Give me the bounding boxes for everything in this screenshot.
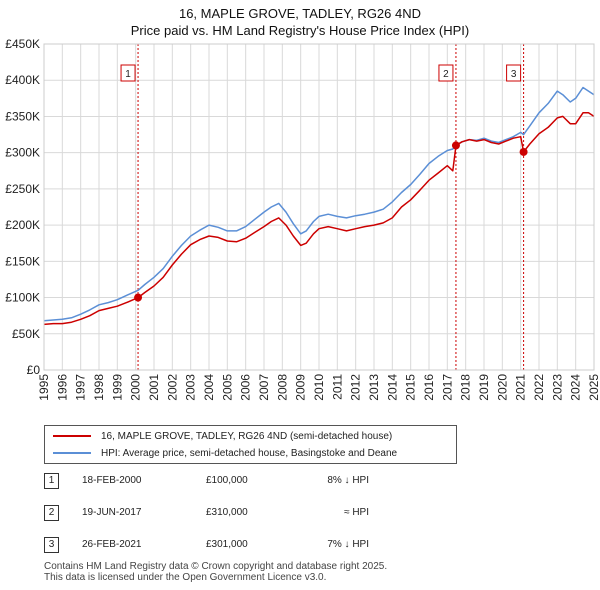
sale-marker: 1 — [44, 473, 59, 489]
legend: 16, MAPLE GROVE, TADLEY, RG26 4ND (semi-… — [44, 425, 457, 464]
x-tick-label: 2023 — [550, 374, 564, 401]
x-tick-label: 2011 — [330, 374, 344, 400]
x-tick-label: 2015 — [404, 374, 418, 401]
footer-licence: This data is licensed under the Open Gov… — [44, 572, 327, 583]
x-tick-label: 2017 — [440, 374, 454, 401]
x-tick-label: 2019 — [477, 374, 491, 401]
series-lines — [43, 86, 595, 326]
sale-marker: 3 — [44, 537, 59, 553]
sale-price: £100,000 — [206, 475, 248, 486]
sale-annotation-label: 3 — [511, 69, 517, 80]
x-tick-label: 2016 — [422, 374, 436, 401]
sale-annotation-box — [120, 64, 136, 82]
x-tick-label: 2018 — [459, 374, 473, 401]
x-tick-label: 1999 — [110, 374, 124, 401]
sale-point — [519, 147, 528, 156]
sale-point — [451, 141, 460, 150]
y-tick-label: £200K — [5, 218, 40, 232]
sale-annotation-label: 2 — [443, 69, 449, 80]
legend-label-property: 16, MAPLE GROVE, TADLEY, RG26 4ND (semi-… — [101, 430, 393, 442]
legend-item-hpi: HPI: Average price, semi-detached house,… — [53, 446, 397, 460]
x-tick-label: 2004 — [202, 374, 216, 401]
footer: Contains HM Land Registry data © Crown c… — [44, 561, 387, 583]
x-tick-label: 2002 — [165, 374, 179, 401]
chart-title-line1: 16, MAPLE GROVE, TADLEY, RG26 4ND — [178, 6, 422, 21]
sale-marker: 2 — [44, 505, 59, 521]
sale-annotation-label: 1 — [125, 69, 131, 80]
sale-row: 1 18-FEB-2000 £100,000 8% ↓ HPI — [44, 473, 464, 489]
x-tick-label: 2007 — [257, 374, 271, 401]
y-tick-label: £450K — [5, 37, 40, 51]
legend-label-hpi: HPI: Average price, semi-detached house,… — [101, 447, 398, 459]
chart-title-line2: Price paid vs. HM Land Registry's House … — [130, 23, 470, 38]
sale-price: £301,000 — [206, 539, 248, 550]
sale-date: 26-FEB-2021 — [82, 539, 142, 550]
y-tick-label: £250K — [5, 182, 40, 196]
x-tick-label: 2014 — [385, 374, 399, 401]
legend-swatch-hpi — [53, 452, 91, 454]
x-tick-label: 2012 — [349, 374, 363, 401]
grid — [43, 43, 595, 371]
x-tick-label: 1997 — [74, 374, 88, 401]
x-tick-label: 2020 — [495, 374, 509, 401]
property-series-line — [43, 112, 595, 326]
x-tick-label: 2005 — [220, 374, 234, 401]
y-tick-label: £0 — [27, 363, 41, 377]
x-tick-label: 2024 — [569, 374, 583, 401]
legend-item-property: 16, MAPLE GROVE, TADLEY, RG26 4ND (semi-… — [53, 429, 392, 443]
y-tick-label: £100K — [5, 291, 40, 305]
sale-row: 3 26-FEB-2021 £301,000 7% ↓ HPI — [44, 537, 464, 553]
legend-swatch-property — [53, 435, 91, 437]
x-tick-label: 2010 — [312, 374, 326, 401]
y-tick-label: £400K — [5, 73, 40, 87]
y-tick-label: £50K — [12, 327, 40, 341]
sale-annotation-box — [438, 64, 454, 82]
sale-hpi-delta: 7% ↓ HPI — [327, 539, 369, 550]
sale-annotation-box — [506, 64, 522, 82]
hpi-series-line — [43, 86, 595, 322]
x-tick-label: 2022 — [532, 374, 546, 401]
price-chart: 1 2 3 £0 £50K £100K £150K £200K £250K £300K £350K… — [5, 37, 600, 401]
x-tick-label: 2001 — [147, 374, 161, 401]
sale-points — [134, 141, 528, 302]
x-tick-label: 2009 — [294, 374, 308, 401]
footer-copyright: Contains HM Land Registry data © Crown c… — [44, 561, 388, 572]
sale-point — [134, 293, 143, 302]
sale-price: £310,000 — [206, 507, 248, 518]
sale-hpi-delta: ≈ HPI — [344, 507, 369, 518]
y-tick-label: £300K — [5, 146, 40, 160]
sale-date: 19-JUN-2017 — [82, 507, 142, 518]
sale-annotations: 1 2 3 — [120, 64, 522, 82]
sale-date: 18-FEB-2000 — [82, 475, 142, 486]
x-tick-label: 1998 — [92, 374, 106, 401]
x-tick-label: 2021 — [514, 374, 528, 401]
x-tick-label: 2006 — [239, 374, 253, 401]
sale-row: 2 19-JUN-2017 £310,000 ≈ HPI — [44, 505, 464, 521]
x-tick-label: 2025 — [587, 374, 600, 401]
axes: £0 £50K £100K £150K £200K £250K £300K £350K £400… — [5, 37, 600, 401]
sale-hpi-delta: 8% ↓ HPI — [327, 475, 369, 486]
x-tick-label: 2003 — [184, 374, 198, 401]
y-tick-label: £350K — [5, 109, 40, 123]
x-tick-label: 1995 — [37, 374, 51, 401]
y-tick-label: £150K — [5, 254, 40, 268]
plot-frame — [43, 43, 595, 371]
x-tick-label: 2013 — [367, 374, 381, 401]
x-tick-label: 1996 — [55, 374, 69, 401]
x-tick-label: 2000 — [129, 374, 143, 401]
x-tick-label: 2008 — [275, 374, 289, 401]
